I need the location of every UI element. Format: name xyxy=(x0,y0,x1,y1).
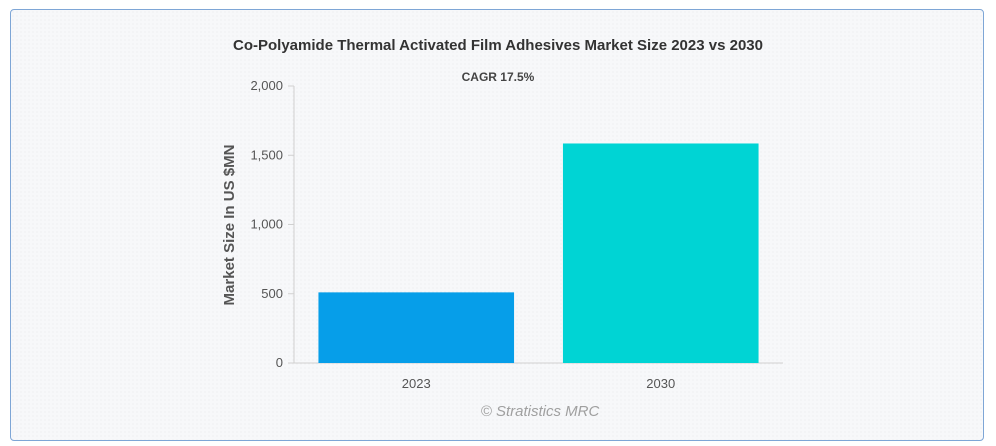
y-tick-label: 500 xyxy=(261,286,283,301)
y-axis-label: Market Size In US $MN xyxy=(221,145,238,306)
x-tick-label: 2023 xyxy=(402,376,431,391)
y-tick-label: 0 xyxy=(276,355,283,370)
bar-2023[interactable] xyxy=(318,292,515,363)
x-ticks: 2023 2030 xyxy=(402,376,675,391)
chart-title: Co-Polyamide Thermal Activated Film Adhe… xyxy=(233,37,763,54)
y-tick-label: 1,500 xyxy=(250,147,283,162)
chart-frame xyxy=(10,9,984,441)
y-tick-label: 2,000 xyxy=(250,78,283,93)
bar-2030[interactable] xyxy=(562,143,759,363)
bars xyxy=(318,143,759,363)
y-ticks: 0 500 1,000 1,500 2,000 xyxy=(250,78,294,370)
credit-text: © Stratistics MRC xyxy=(480,403,600,420)
y-tick-label: 1,000 xyxy=(250,217,283,232)
x-tick-label: 2030 xyxy=(646,376,675,391)
chart-subtitle: CAGR 17.5% xyxy=(461,70,535,84)
